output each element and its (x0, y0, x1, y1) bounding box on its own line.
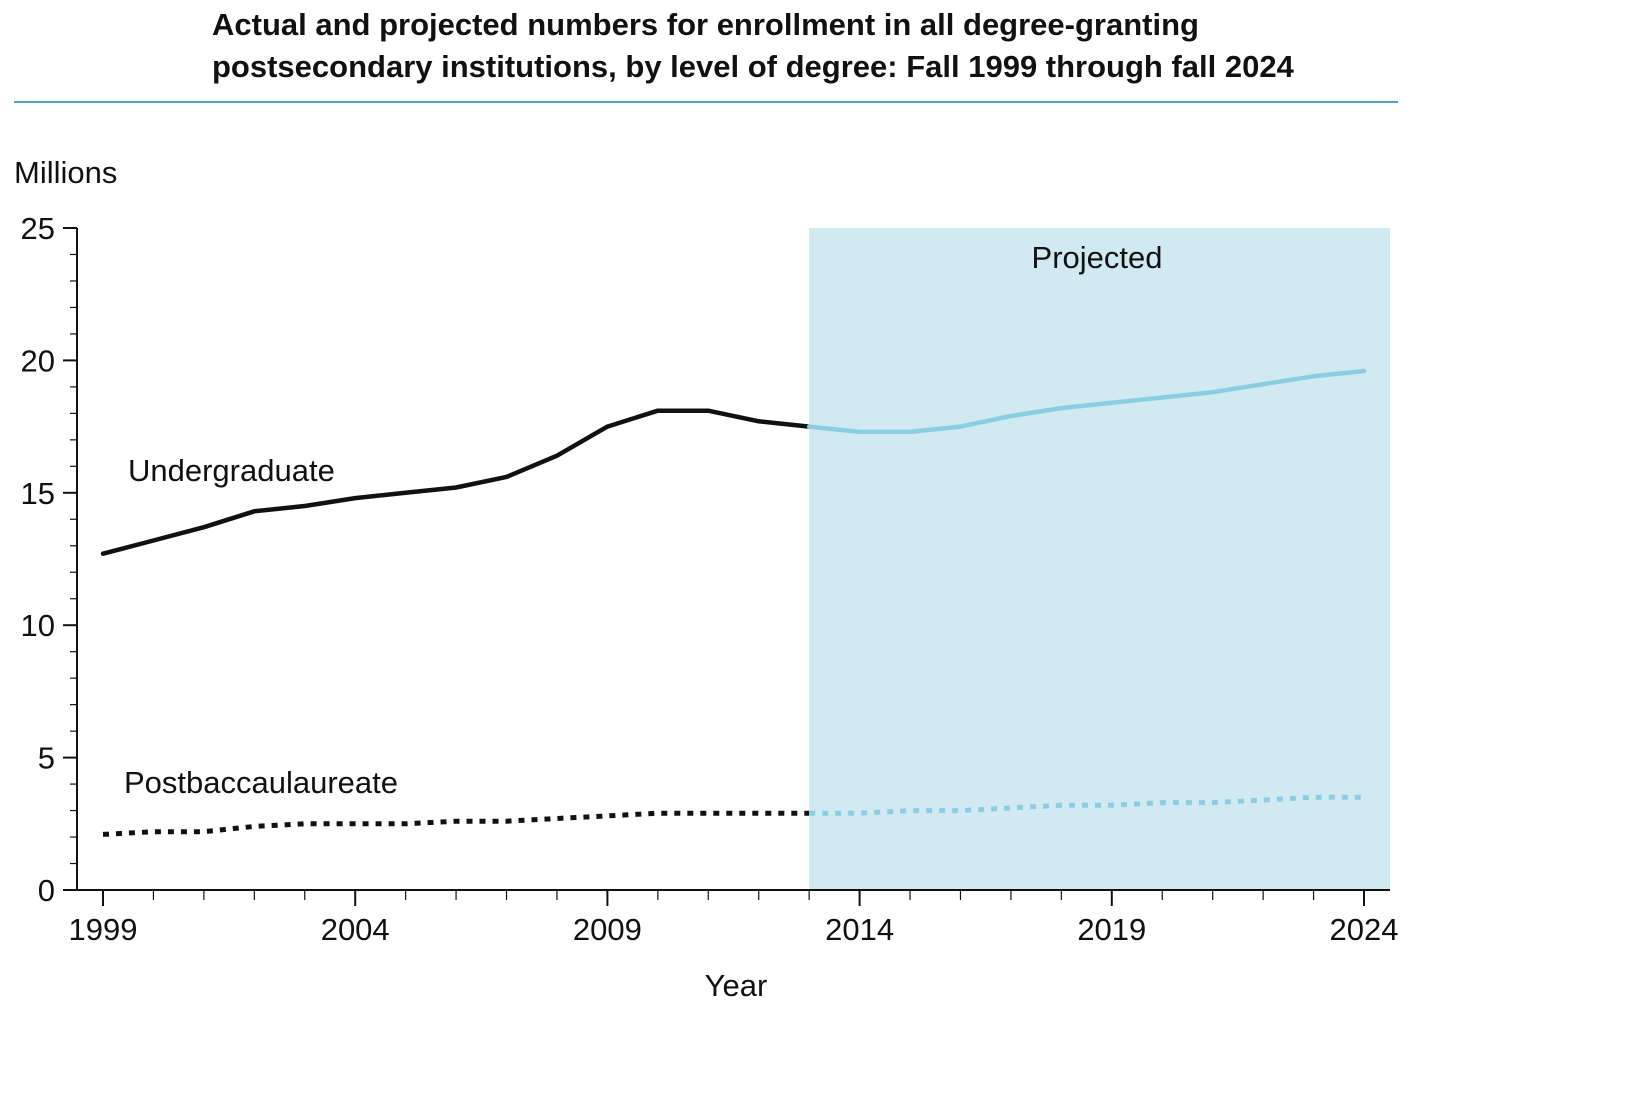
projected-label: Projected (1032, 240, 1163, 275)
y-tick-label: 10 (21, 608, 55, 643)
annotations: Millions Year Projected Undergraduate Po… (14, 155, 1162, 1003)
y-tick-label: 20 (21, 343, 55, 378)
projection-band-layer (809, 228, 1390, 890)
undergraduate-line-projected (806, 368, 1367, 435)
title-rule (14, 101, 1398, 103)
undergraduate-label: Undergraduate (128, 453, 335, 488)
x-tick-label: 1999 (69, 912, 138, 947)
projection-band (809, 228, 1390, 890)
y-tick-label: 5 (38, 741, 55, 776)
postbaccaulaureate-line-actual (102, 810, 810, 837)
postbaccalaureate-label: Postbaccaulaureate (124, 765, 398, 800)
x-tick-label: 2009 (573, 912, 642, 947)
x-axis-label: Year (705, 968, 768, 1003)
y-tick-label: 25 (21, 211, 55, 246)
y-tick-label: 0 (38, 873, 55, 908)
undergraduate-line-actual (100, 408, 812, 556)
x-tick-label: 2014 (825, 912, 894, 947)
chart-title: Actual and projected numbers for enrollm… (212, 7, 1294, 84)
y-axis-label: Millions (14, 155, 117, 190)
y-tick-label: 15 (21, 476, 55, 511)
axes: 0 5 10 15 20 25 1999 2004 2009 2014 2019 2024 (21, 211, 1399, 947)
x-tick-label: 2019 (1077, 912, 1146, 947)
x-tick-label: 2004 (321, 912, 390, 947)
postbaccaulaureate-line-projected (809, 794, 1364, 816)
series-lines (100, 368, 1367, 837)
x-tick-label: 2024 (1330, 912, 1399, 947)
